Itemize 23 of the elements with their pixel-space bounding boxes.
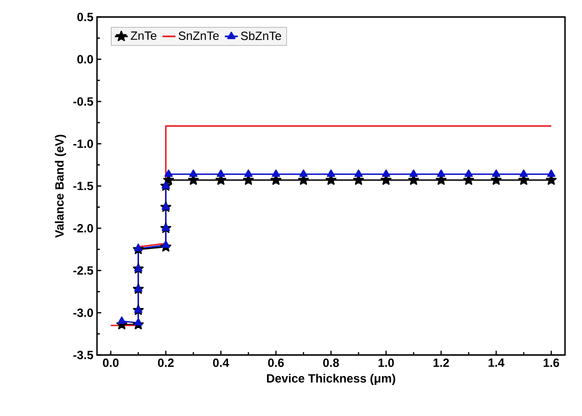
y-axis-title: Valance Band (eV) <box>54 134 66 238</box>
x-axis-title: Device Thickness (μm) <box>267 374 396 385</box>
legend-label: SbZnTe <box>240 31 282 40</box>
x-tick-label: 1.0 <box>378 358 394 367</box>
y-tick-label: -1.5 <box>73 182 94 190</box>
y-tick-label: 0.0 <box>77 55 93 64</box>
y-tick-label: -2.0 <box>73 224 93 232</box>
x-tick-label: 1.6 <box>544 358 560 367</box>
y-tick-label: -1.0 <box>73 140 93 148</box>
y-tick-label: -3.0 <box>73 308 93 317</box>
y-tick-label: 0.5 <box>77 12 94 22</box>
y-tick-label: -2.5 <box>73 266 94 275</box>
y-tick-label: -3.5 <box>73 350 94 360</box>
x-tick-label: 0.4 <box>213 358 230 367</box>
legend-label: ZnTe <box>130 32 156 40</box>
x-tick-label: 0.2 <box>158 358 174 367</box>
x-tick-label: 0.8 <box>323 358 339 367</box>
x-tick-label: 0.6 <box>268 358 284 367</box>
x-tick-label: 0.0 <box>102 358 119 367</box>
x-tick-label: 1.2 <box>434 358 449 367</box>
x-tick-label: 1.4 <box>488 358 504 367</box>
legend-label: SnZnTe <box>178 31 219 40</box>
y-tick-label: -0.5 <box>73 97 94 106</box>
